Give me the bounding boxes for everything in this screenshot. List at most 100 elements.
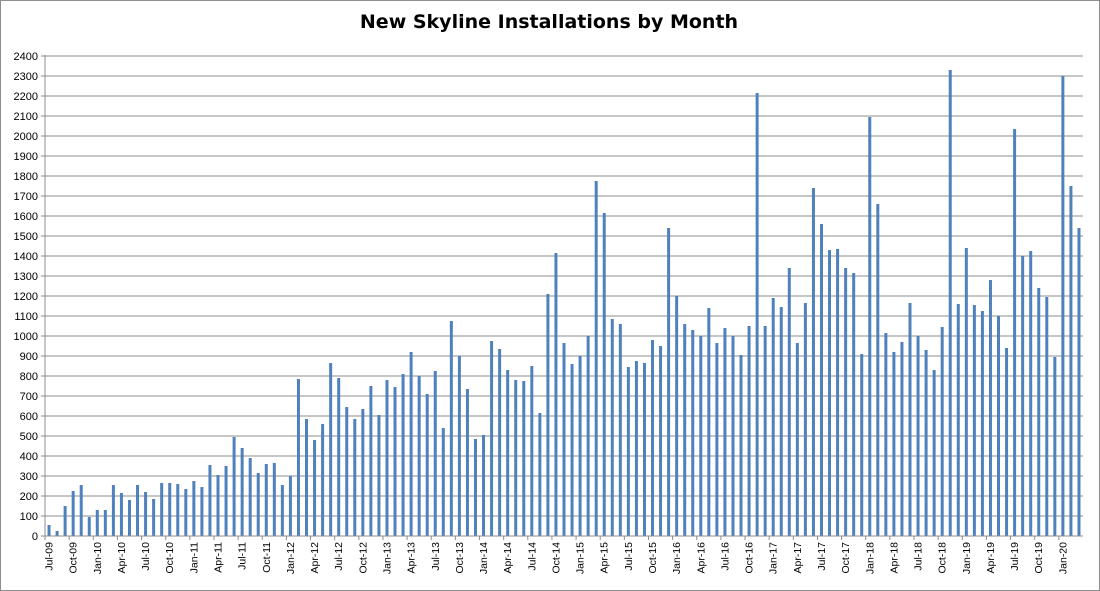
bar-Aug-10 bbox=[152, 499, 156, 536]
bar-Feb-13 bbox=[393, 387, 397, 536]
y-tick-label: 1100 bbox=[14, 311, 38, 323]
x-axis-tick-labels: Jul-09 Oct-09 Jan-10 Apr-10 Jul-10 Oct-10 Jan-… bbox=[44, 536, 1069, 574]
bar-Apr-19 bbox=[988, 280, 992, 536]
bar-Apr-18 bbox=[892, 352, 896, 536]
bar-Jul-11 bbox=[240, 448, 244, 536]
x-tick-label: Jan-12 bbox=[285, 542, 297, 574]
bar-Jan-16 bbox=[675, 296, 679, 536]
bar-Dec-16 bbox=[763, 326, 767, 536]
x-tick-label: Jul-12 bbox=[333, 542, 345, 571]
bar-Nov-14 bbox=[562, 343, 566, 536]
bar-Feb-14 bbox=[490, 341, 494, 536]
x-tick-label: Apr-13 bbox=[406, 542, 418, 574]
y-tick-label: 1500 bbox=[14, 231, 38, 243]
bar-Sep-10 bbox=[160, 483, 164, 536]
bar-Sep-09 bbox=[63, 506, 67, 536]
x-tick-label: Jan-15 bbox=[575, 542, 587, 574]
bar-Feb-18 bbox=[876, 204, 880, 536]
y-tick-label: 1700 bbox=[14, 191, 38, 203]
bar-Aug-15 bbox=[634, 361, 638, 536]
bar-Sep-19 bbox=[1029, 251, 1033, 536]
bar-Oct-16 bbox=[747, 326, 751, 536]
bar-Jan-18 bbox=[868, 117, 872, 536]
bar-May-17 bbox=[803, 303, 807, 536]
bar-Jan-11 bbox=[192, 481, 196, 536]
y-tick-label: 500 bbox=[20, 431, 38, 443]
bar-Nov-09 bbox=[79, 485, 83, 536]
bar-Mar-20 bbox=[1077, 228, 1081, 536]
bar-Nov-10 bbox=[176, 484, 180, 536]
bar-May-12 bbox=[321, 424, 325, 536]
x-tick-label: Oct-15 bbox=[647, 542, 659, 574]
bar-Oct-12 bbox=[361, 409, 365, 536]
bar-Jun-14 bbox=[522, 381, 526, 536]
bar-Mar-18 bbox=[884, 333, 888, 536]
bar-May-18 bbox=[900, 342, 904, 536]
bar-Mar-11 bbox=[208, 465, 212, 536]
x-tick-label: Apr-17 bbox=[792, 542, 804, 574]
x-tick-label: Apr-16 bbox=[695, 542, 707, 574]
y-tick-label: 600 bbox=[20, 411, 38, 423]
bar-Oct-09 bbox=[71, 491, 75, 536]
bar-Aug-11 bbox=[248, 458, 252, 536]
y-tick-label: 2300 bbox=[14, 71, 38, 83]
bar-Oct-18 bbox=[940, 327, 944, 536]
x-tick-label: Jul-13 bbox=[430, 542, 442, 571]
x-tick-label: Oct-19 bbox=[1033, 542, 1045, 574]
x-tick-label: Oct-18 bbox=[937, 542, 949, 574]
bar-Sep-15 bbox=[642, 363, 646, 536]
y-tick-label: 0 bbox=[32, 531, 38, 543]
y-tick-label: 1400 bbox=[14, 251, 38, 263]
bar-Sep-18 bbox=[932, 370, 936, 536]
x-tick-label: Apr-11 bbox=[213, 542, 225, 573]
bar-Jan-14 bbox=[482, 435, 486, 536]
bar-Feb-11 bbox=[200, 487, 204, 536]
x-tick-label: Jan-10 bbox=[92, 542, 104, 574]
x-tick-label: Oct-13 bbox=[454, 542, 466, 574]
bar-Nov-13 bbox=[465, 389, 469, 536]
x-tick-label: Jul-14 bbox=[526, 542, 538, 571]
bar-Aug-18 bbox=[924, 350, 928, 536]
bar-Jul-19 bbox=[1013, 129, 1017, 536]
bar-Apr-14 bbox=[506, 370, 510, 536]
x-tick-label: Jan-16 bbox=[671, 542, 683, 574]
x-tick-label: Jan-14 bbox=[478, 542, 490, 574]
bar-Jun-12 bbox=[329, 363, 333, 536]
bar-Feb-12 bbox=[296, 379, 300, 536]
bar-Jun-16 bbox=[715, 343, 719, 536]
x-tick-label: Jan-13 bbox=[381, 542, 393, 574]
bar-Dec-10 bbox=[184, 489, 188, 536]
bar-Mar-12 bbox=[305, 419, 309, 536]
bar-Jul-13 bbox=[433, 371, 437, 536]
axes bbox=[44, 55, 1083, 537]
x-tick-label: Jul-17 bbox=[816, 542, 828, 571]
bar-Feb-15 bbox=[586, 336, 590, 536]
x-tick-label: Jan-17 bbox=[768, 542, 780, 574]
x-tick-label: Oct-12 bbox=[357, 542, 369, 574]
bar-Apr-12 bbox=[313, 440, 317, 536]
bars bbox=[47, 70, 1081, 536]
bar-Nov-11 bbox=[272, 463, 276, 536]
bar-Sep-16 bbox=[739, 355, 743, 536]
bar-Dec-19 bbox=[1053, 357, 1057, 536]
y-tick-label: 700 bbox=[20, 391, 38, 403]
bar-Oct-19 bbox=[1037, 288, 1041, 536]
bar-Feb-20 bbox=[1069, 186, 1073, 536]
x-tick-label: Jul-18 bbox=[913, 542, 925, 571]
bar-Aug-17 bbox=[828, 250, 832, 536]
bar-Apr-16 bbox=[699, 336, 703, 536]
bar-Apr-15 bbox=[602, 213, 606, 536]
bar-Sep-12 bbox=[353, 419, 357, 536]
x-tick-label: Oct-16 bbox=[744, 542, 756, 574]
bar-Sep-13 bbox=[449, 321, 453, 536]
bar-Jul-09 bbox=[47, 525, 51, 536]
bar-Oct-17 bbox=[844, 268, 848, 536]
bar-Sep-17 bbox=[836, 249, 840, 536]
x-tick-label: Jan-19 bbox=[961, 542, 973, 574]
x-tick-label: Oct-10 bbox=[164, 542, 176, 574]
bar-Mar-15 bbox=[594, 181, 598, 536]
bar-May-13 bbox=[417, 376, 421, 536]
x-tick-label: Jul-10 bbox=[140, 542, 152, 571]
bar-Apr-17 bbox=[795, 343, 799, 536]
